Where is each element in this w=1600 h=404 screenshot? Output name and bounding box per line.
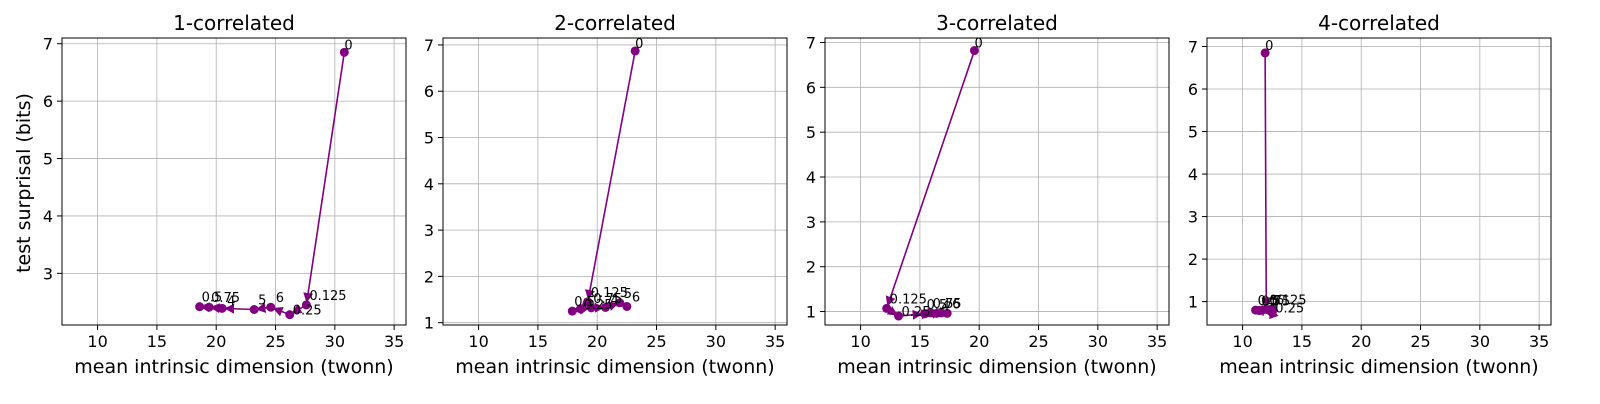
point-label: 0 <box>635 37 643 52</box>
subplot-title: 1-correlated <box>173 11 295 35</box>
x-axis-label: mean intrinsic dimension (twonn) <box>455 356 774 378</box>
x-tick-label: 30 <box>1088 332 1108 351</box>
subplot-title: 3-correlated <box>936 11 1058 35</box>
point-label: 6 <box>952 297 960 312</box>
y-tick-label: 7 <box>43 35 53 54</box>
x-axis-label: mean intrinsic dimension (twonn) <box>837 356 1156 378</box>
subplot-title: 4-correlated <box>1318 11 1440 35</box>
point-label: 5 <box>258 294 266 309</box>
y-tick-label: 6 <box>43 92 53 111</box>
point-label: 4 <box>611 293 619 308</box>
y-tick-label: 2 <box>424 267 434 286</box>
x-tick-label: 15 <box>1292 332 1312 351</box>
x-tick-label: 30 <box>706 332 726 351</box>
x-tick-label: 25 <box>1410 332 1430 351</box>
y-tick-label: 4 <box>806 168 816 187</box>
y-tick-label: 3 <box>1188 208 1198 227</box>
x-tick-label: 35 <box>384 332 404 351</box>
y-tick-label: 3 <box>424 221 434 240</box>
y-tick-label: 6 <box>806 78 816 97</box>
x-tick-label: 10 <box>87 332 107 351</box>
y-tick-label: 4 <box>1188 165 1198 184</box>
y-tick-label: 1 <box>806 303 816 322</box>
plot-frame <box>1207 38 1551 325</box>
point-label: 6 <box>276 291 284 306</box>
x-tick-label: 30 <box>1470 332 1490 351</box>
point-label: 0 <box>344 38 352 53</box>
point-label: 0.75 <box>211 291 240 306</box>
y-tick-label: 1 <box>424 314 434 333</box>
y-tick-label: 7 <box>1188 38 1198 57</box>
y-tick-label: 4 <box>424 175 434 194</box>
plot-frame <box>443 38 787 325</box>
trajectory-arrow <box>588 51 635 298</box>
y-tick-label: 2 <box>806 258 816 277</box>
point-label: 0 <box>974 37 982 52</box>
x-tick-label: 35 <box>765 332 785 351</box>
trajectory-arrow <box>1265 53 1266 305</box>
x-tick-label: 35 <box>1529 332 1549 351</box>
x-tick-label: 25 <box>265 332 285 351</box>
point-label: 0.5 <box>574 295 595 310</box>
data-point <box>266 303 275 312</box>
x-tick-label: 15 <box>528 332 548 351</box>
plot-frame <box>825 38 1169 325</box>
x-tick-label: 20 <box>587 332 607 351</box>
y-tick-label: 4 <box>43 207 53 226</box>
x-axis-label: mean intrinsic dimension (twonn) <box>1219 356 1538 378</box>
y-tick-label: 2 <box>1188 250 1198 269</box>
y-tick-label: 3 <box>43 264 53 283</box>
point-label: 0.25 <box>293 304 322 319</box>
x-tick-label: 35 <box>1147 332 1167 351</box>
x-tick-label: 20 <box>1351 332 1371 351</box>
point-label: 0.125 <box>309 289 346 304</box>
x-tick-label: 25 <box>1028 332 1048 351</box>
x-tick-label: 30 <box>325 332 345 351</box>
x-tick-label: 10 <box>850 332 870 351</box>
x-tick-label: 20 <box>969 332 989 351</box>
y-tick-label: 5 <box>424 129 434 148</box>
subplot-title: 2-correlated <box>554 11 676 35</box>
x-tick-label: 10 <box>1232 332 1252 351</box>
x-tick-label: 15 <box>147 332 167 351</box>
x-tick-label: 20 <box>206 332 226 351</box>
y-tick-label: 3 <box>806 213 816 232</box>
y-tick-label: 5 <box>1188 123 1198 142</box>
y-tick-label: 6 <box>1188 80 1198 99</box>
point-label: 6 <box>1276 293 1284 308</box>
point-label: 4 <box>227 294 235 309</box>
trajectory-arrow <box>307 52 344 301</box>
point-label: 0 <box>1265 39 1273 54</box>
y-axis-label: test surprisal (bits) <box>13 93 35 273</box>
y-tick-label: 7 <box>806 33 816 52</box>
x-axis-label: mean intrinsic dimension (twonn) <box>74 356 393 378</box>
y-tick-label: 5 <box>806 123 816 142</box>
data-point <box>622 302 631 311</box>
y-tick-label: 1 <box>1188 293 1198 312</box>
x-tick-label: 15 <box>910 332 930 351</box>
y-tick-label: 6 <box>424 82 434 101</box>
y-tick-label: 7 <box>424 36 434 55</box>
x-tick-label: 10 <box>468 332 488 351</box>
y-tick-label: 5 <box>43 150 53 169</box>
x-tick-label: 25 <box>646 332 666 351</box>
point-label: 6 <box>632 290 640 305</box>
plot-frame <box>62 38 406 325</box>
point-label: 5 <box>624 287 632 302</box>
